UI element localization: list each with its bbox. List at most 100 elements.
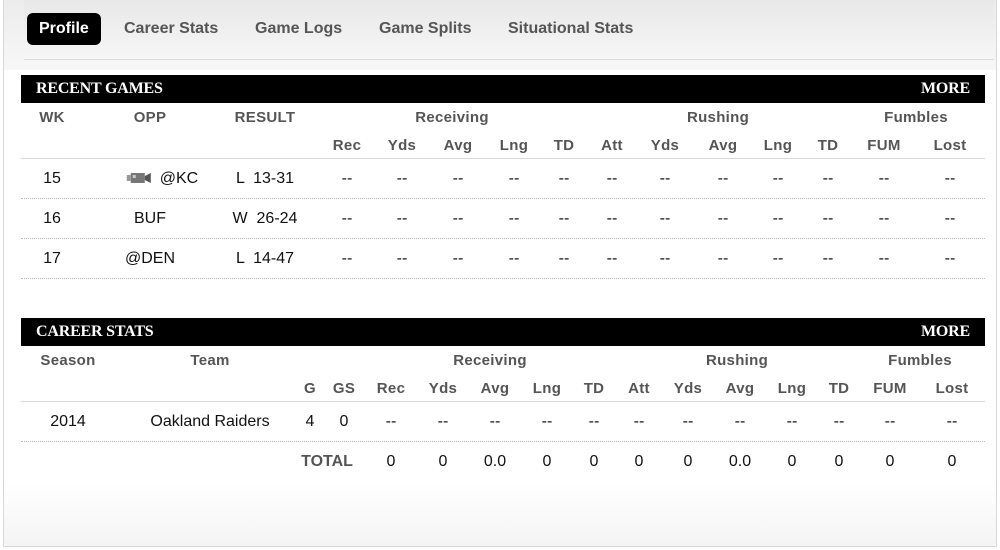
total-stat-cell: 0.0 [483,453,507,470]
stat-cell: -- [717,210,729,227]
recent-games-more-link[interactable]: MORE [921,80,970,97]
group-receiving: Receiving [415,109,489,126]
stat-cell: -- [878,250,890,267]
career-stats-rows: 2014 Oakland Raiders 4 0 -- -- -- -- -- -- -- -- -- -… [21,402,985,482]
season-cell: 2014 [50,413,86,430]
stat-cell: -- [717,250,729,267]
group-fumbles: Fumbles [888,352,952,369]
stat-cell: -- [452,170,464,187]
stat-cell: -- [884,413,896,430]
total-stat-cell: 0 [947,453,957,470]
col-lost: Lost [933,137,967,154]
stat-cell: -- [717,170,729,187]
result-cell: W 26-24 [232,210,298,227]
total-stat-cell: 0 [438,453,448,470]
opponent-label: BUF [134,210,166,227]
stat-cell: -- [944,210,956,227]
col-season: Season [40,352,96,369]
recent-games-title: RECENT GAMES [36,80,163,97]
stat-cell: -- [734,413,746,430]
col-att: Att [628,380,650,397]
col-td: TD [583,380,605,397]
stat-cell: -- [508,250,520,267]
game-row: 15 @KC L 13-31 -- -- -- -- -- -- -- -- -- -- -- -- [21,159,985,199]
opponent-cell[interactable]: @KC [126,170,198,188]
stat-cell: -- [385,413,397,430]
tv-camera-icon [126,171,152,185]
col-lng: Lng [763,137,793,154]
col-lng: Lng [532,380,562,397]
col-team: Team [190,352,230,369]
col-yds: Yds [428,380,458,397]
stat-cell: 0 [339,413,349,430]
total-stat-cell: 0.0 [728,453,752,470]
stat-cell: -- [946,413,958,430]
result-cell: L 13-31 [235,170,295,187]
opponent-label: @DEN [124,250,176,267]
col-lng: Lng [777,380,807,397]
col-fum: FUM [873,380,907,397]
stat-cell: -- [786,413,798,430]
group-rushing: Rushing [705,352,769,369]
stat-cell: -- [606,250,618,267]
col-avg: Avg [480,380,510,397]
col-result: RESULT [234,109,296,126]
total-row: TOTAL 0 0 0.0 0 0 0 0 0.0 0 0 0 0 [21,442,985,482]
total-stat-cell: 0 [683,453,693,470]
stat-cell: -- [659,250,671,267]
total-stat-cell: 0 [787,453,797,470]
stat-cell: -- [659,170,671,187]
group-receiving: Receiving [453,352,527,369]
opponent-cell[interactable]: BUF [134,210,166,228]
tab-game-logs[interactable]: Game Logs [255,20,343,37]
career-stats-header-bar: CAREER STATS MORE [21,318,985,346]
col-td: TD [553,137,575,154]
group-fumbles: Fumbles [884,109,948,126]
col-yds: Yds [650,137,680,154]
col-avg: Avg [725,380,755,397]
stat-cell: -- [633,413,645,430]
col-gs: GS [332,380,356,397]
stat-cell: -- [541,413,553,430]
tab-situational-stats[interactable]: Situational Stats [508,20,634,37]
season-row: 2014 Oakland Raiders 4 0 -- -- -- -- -- -- -- -- -- -… [21,402,985,442]
col-avg: Avg [708,137,738,154]
total-stat-cell: 0 [542,453,552,470]
stat-cell: -- [341,250,353,267]
stats-panel: Profile Career Stats Game Logs Game Spli… [3,0,997,547]
opponent-cell[interactable]: @DEN [125,250,175,268]
group-rushing: Rushing [686,109,750,126]
total-stat-cell: 0 [885,453,895,470]
recent-games-column-headers: WK OPP RESULT Receiving Rushing Fumbles … [21,103,985,159]
week-cell: 17 [43,250,61,267]
stat-cell: -- [341,170,353,187]
stat-cell: -- [489,413,501,430]
team-cell[interactable]: Oakland Raiders [150,413,270,430]
result-cell: L 14-47 [235,250,295,267]
total-stat-cell: 0 [634,453,644,470]
career-stats-more-link[interactable]: MORE [921,323,970,340]
stat-cell: -- [878,210,890,227]
stat-cell: -- [588,413,600,430]
tab-career-stats[interactable]: Career Stats [124,20,219,37]
stat-cell: -- [396,250,408,267]
tab-game-splits[interactable]: Game Splits [379,20,472,37]
col-rec: Rec [376,380,406,397]
stat-cell: -- [822,210,834,227]
col-avg: Avg [443,137,473,154]
stat-cell: -- [452,210,464,227]
col-yds: Yds [673,380,703,397]
recent-games-rows: 15 @KC L 13-31 -- -- -- -- -- -- -- -- -- -- -- -- 16 BU… [21,159,985,279]
col-wk: WK [39,109,65,126]
stat-cell: -- [659,210,671,227]
col-fum: FUM [867,137,901,154]
stat-cell: -- [822,250,834,267]
tab-profile[interactable]: Profile [27,13,101,45]
recent-games-section: RECENT GAMES MORE WK OPP RESULT Receivin… [21,75,985,279]
stat-cell: -- [944,250,956,267]
col-td: TD [817,137,839,154]
opponent-label: @KC [159,170,199,187]
col-opp: OPP [133,109,167,126]
col-td: TD [828,380,850,397]
